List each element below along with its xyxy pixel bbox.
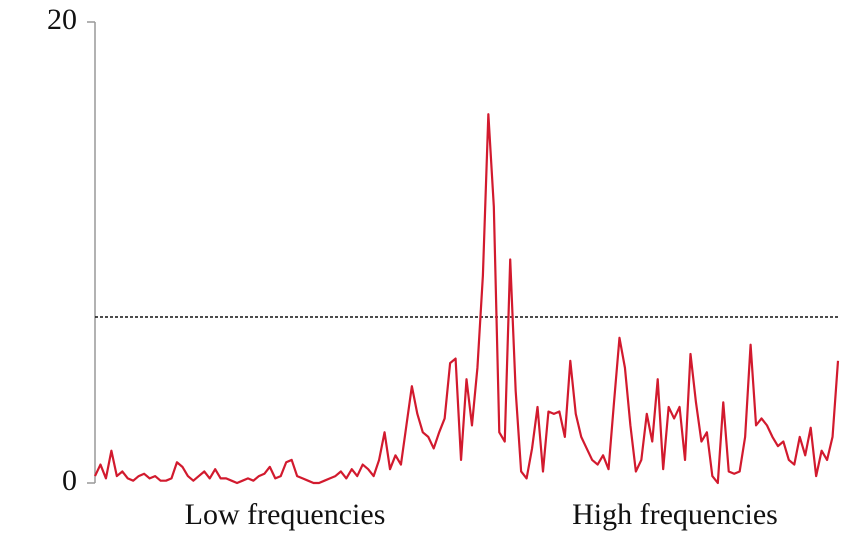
y-tick-label: 0 [62, 464, 77, 497]
annotation: High frequencies [572, 498, 778, 531]
data-line [94, 113, 840, 485]
annotation: Low frequencies [185, 498, 386, 531]
y-tick-label: 20 [47, 3, 77, 36]
